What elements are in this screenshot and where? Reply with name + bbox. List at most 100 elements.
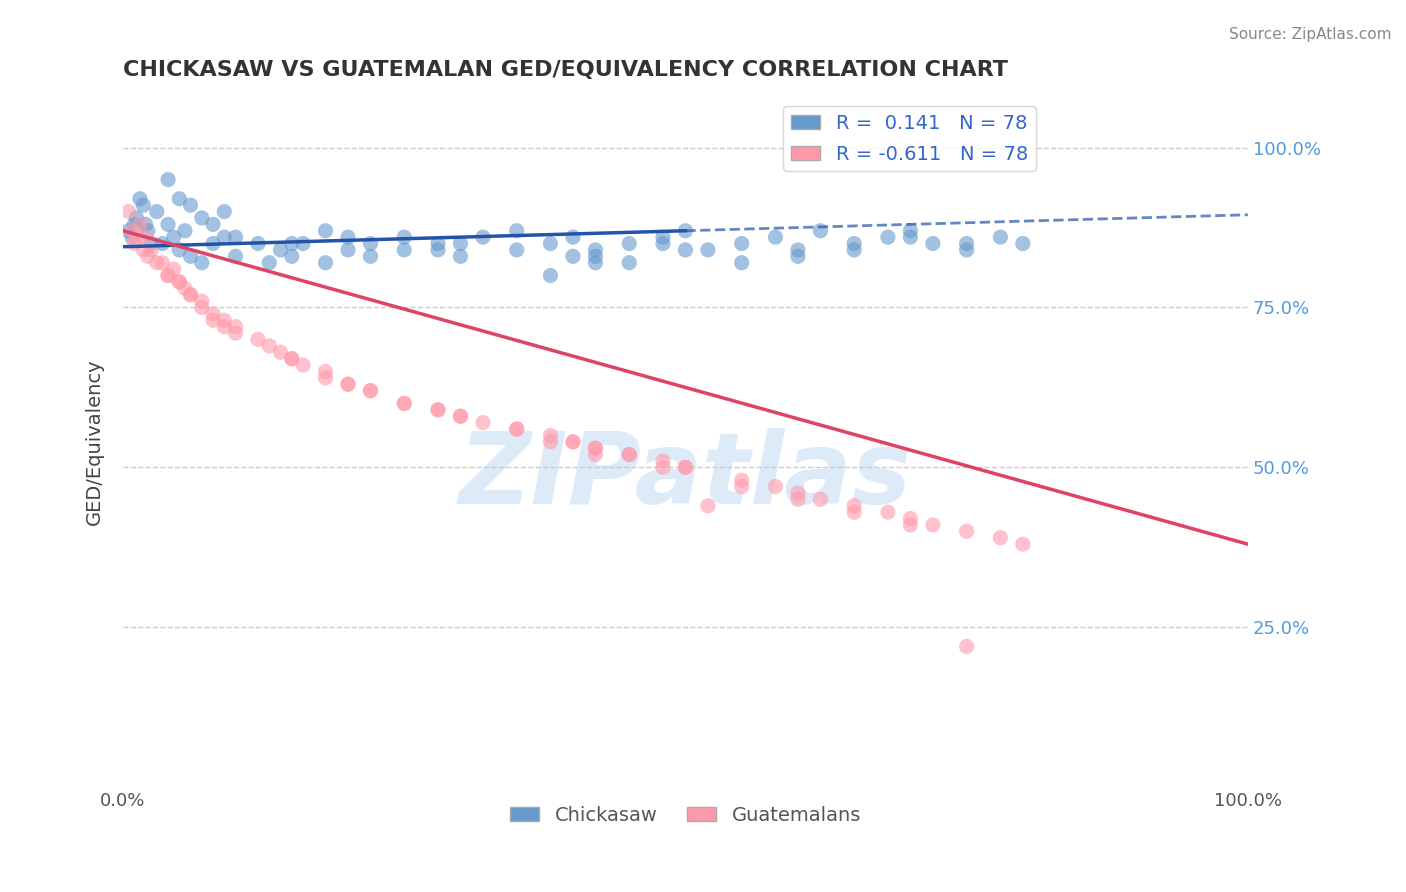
Guatemalans [562,434,585,449]
Chickasaw [169,243,191,257]
Guatemalans [450,409,472,424]
Guatemalans [315,364,337,378]
Chickasaw [844,243,866,257]
Guatemalans [652,460,675,475]
Guatemalans [157,268,180,283]
Guatemalans [900,518,922,533]
Chickasaw [731,236,754,251]
Chickasaw [191,211,214,225]
Chickasaw [191,256,214,270]
Guatemalans [697,499,720,513]
Guatemalans [121,224,143,238]
Chickasaw [427,243,450,257]
Guatemalans [877,505,900,519]
Guatemalans [281,351,304,366]
Chickasaw [844,236,866,251]
Guatemalans [506,422,529,436]
Chickasaw [118,224,141,238]
Chickasaw [121,230,143,244]
Chickasaw [697,243,720,257]
Chickasaw [157,218,180,232]
Guatemalans [146,256,169,270]
Chickasaw [129,192,152,206]
Chickasaw [315,224,337,238]
Guatemalans [540,434,562,449]
Chickasaw [787,249,810,263]
Chickasaw [132,198,155,212]
Guatemalans [191,294,214,309]
Chickasaw [540,268,562,283]
Chickasaw [675,243,697,257]
Chickasaw [990,230,1012,244]
Chickasaw [900,230,922,244]
Chickasaw [247,236,270,251]
Chickasaw [731,256,754,270]
Guatemalans [163,262,186,277]
Guatemalans [292,358,315,372]
Guatemalans [214,313,236,327]
Guatemalans [506,422,529,436]
Y-axis label: GED/Equivalency: GED/Equivalency [86,359,104,525]
Guatemalans [141,243,163,257]
Guatemalans [810,492,832,507]
Guatemalans [394,396,416,410]
Guatemalans [731,479,754,493]
Guatemalans [562,434,585,449]
Chickasaw [922,236,945,251]
Guatemalans [259,339,281,353]
Chickasaw [225,249,247,263]
Guatemalans [585,441,607,455]
Guatemalans [180,287,202,301]
Chickasaw [810,224,832,238]
Guatemalans [585,448,607,462]
Chickasaw [450,236,472,251]
Chickasaw [157,172,180,186]
Guatemalans [360,384,382,398]
Chickasaw [562,230,585,244]
Guatemalans [270,345,292,359]
Guatemalans [731,473,754,487]
Guatemalans [191,301,214,315]
Chickasaw [180,249,202,263]
Chickasaw [900,224,922,238]
Chickasaw [125,211,148,225]
Chickasaw [152,236,174,251]
Chickasaw [765,230,787,244]
Guatemalans [132,243,155,257]
Chickasaw [180,198,202,212]
Guatemalans [427,402,450,417]
Guatemalans [900,511,922,525]
Guatemalans [844,499,866,513]
Chickasaw [506,224,529,238]
Chickasaw [360,249,382,263]
Guatemalans [1012,537,1035,551]
Chickasaw [787,243,810,257]
Legend: Chickasaw, Guatemalans: Chickasaw, Guatemalans [502,798,869,833]
Guatemalans [675,460,697,475]
Guatemalans [652,454,675,468]
Chickasaw [562,249,585,263]
Guatemalans [844,505,866,519]
Guatemalans [337,377,360,392]
Chickasaw [652,230,675,244]
Chickasaw [394,243,416,257]
Chickasaw [202,218,225,232]
Chickasaw [619,236,641,251]
Chickasaw [394,230,416,244]
Guatemalans [281,351,304,366]
Guatemalans [225,326,247,340]
Guatemalans [180,287,202,301]
Chickasaw [652,236,675,251]
Guatemalans [225,319,247,334]
Text: Source: ZipAtlas.com: Source: ZipAtlas.com [1229,27,1392,42]
Chickasaw [585,249,607,263]
Chickasaw [214,230,236,244]
Chickasaw [259,256,281,270]
Chickasaw [135,218,157,232]
Chickasaw [337,243,360,257]
Guatemalans [787,492,810,507]
Chickasaw [506,243,529,257]
Guatemalans [956,524,979,539]
Guatemalans [540,428,562,442]
Chickasaw [619,256,641,270]
